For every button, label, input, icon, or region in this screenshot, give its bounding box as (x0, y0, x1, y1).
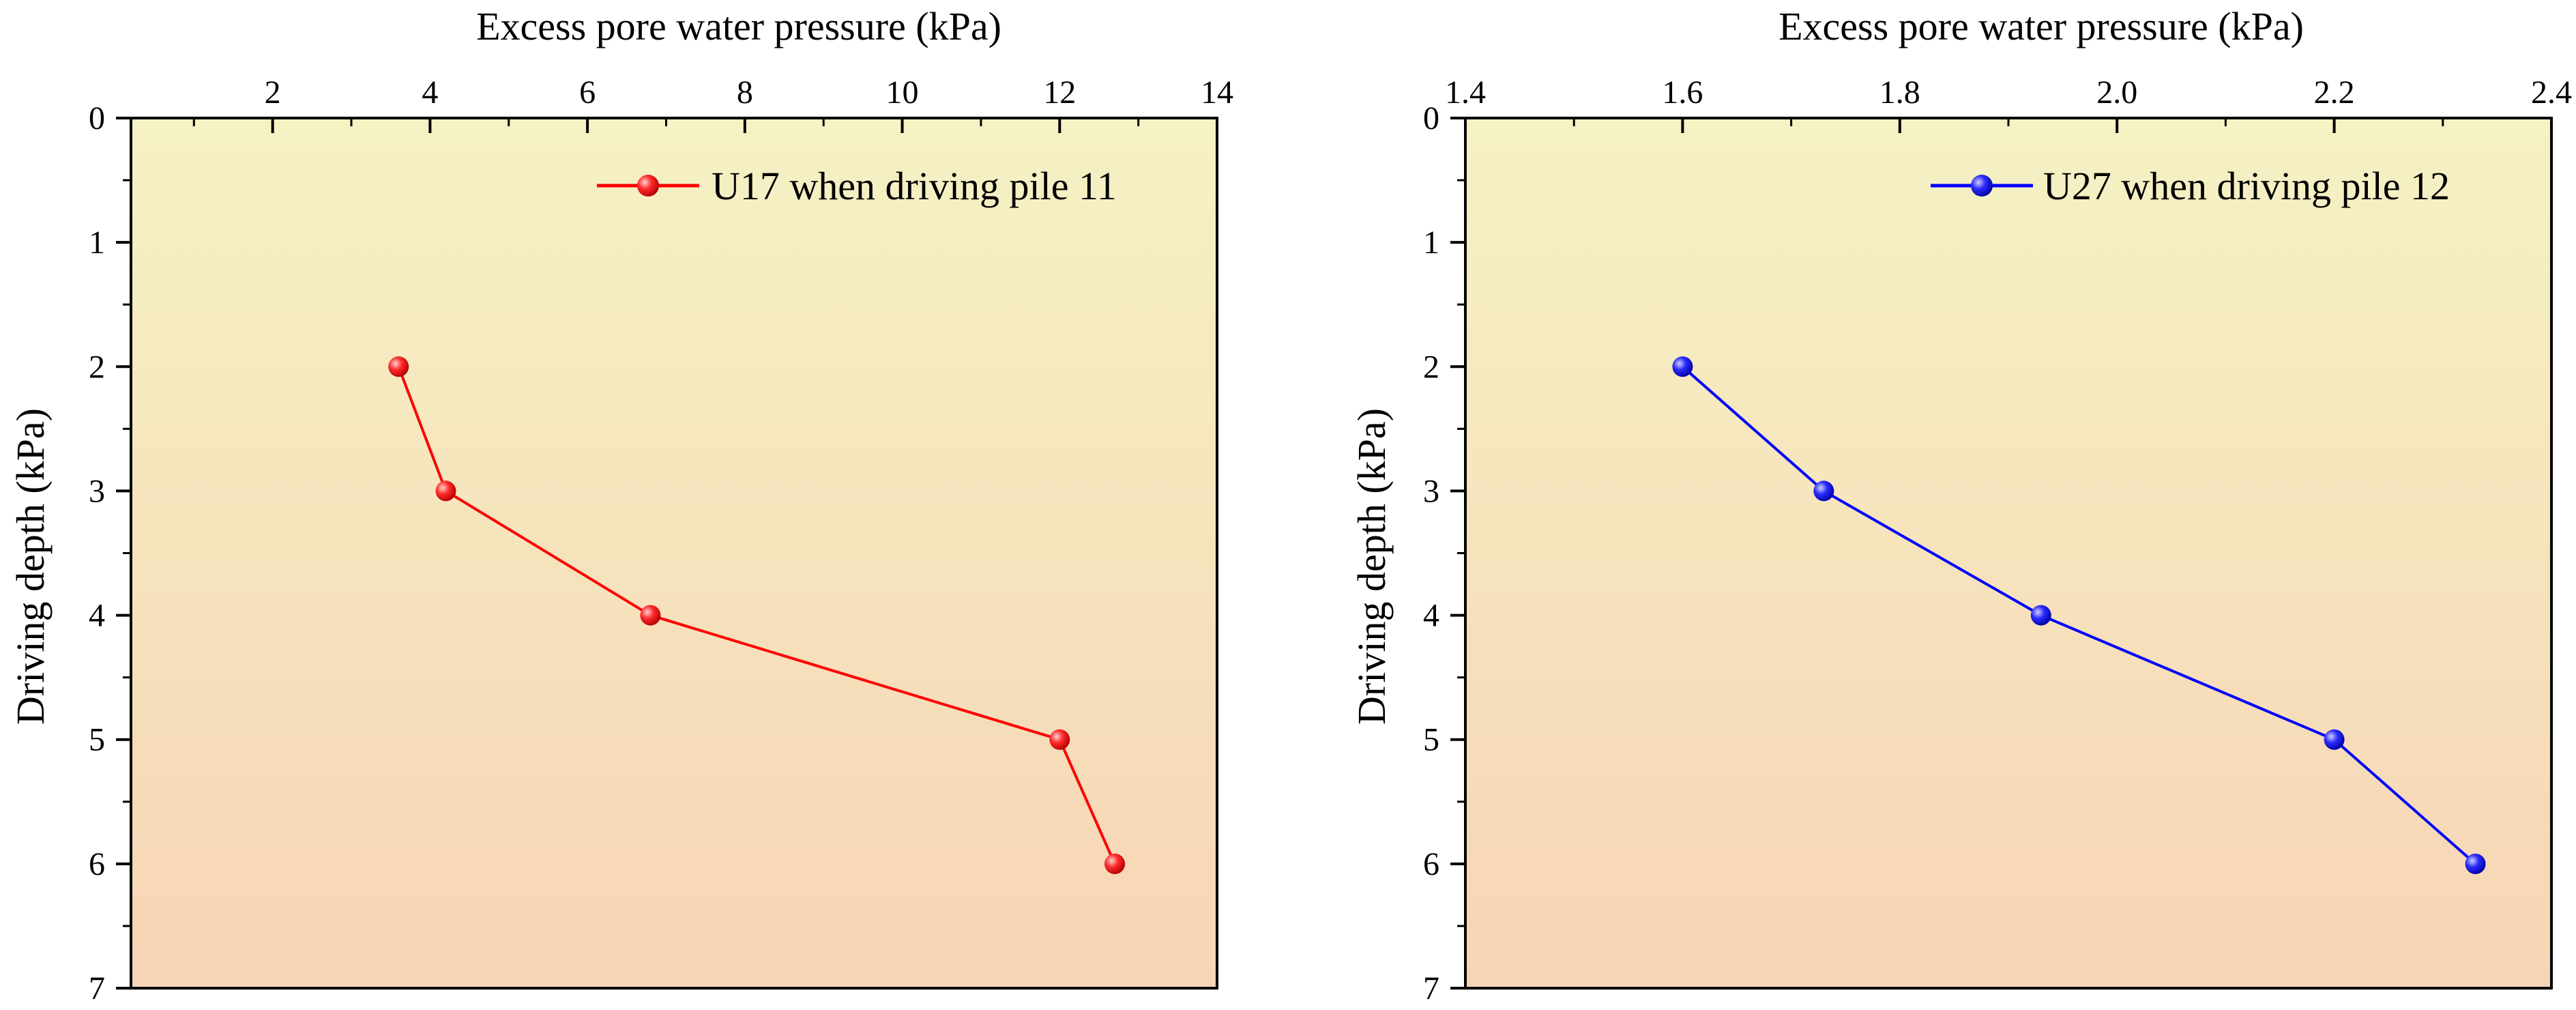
y-tick-label: 0 (1423, 100, 1439, 136)
y-tick-label: 1 (89, 225, 105, 261)
y-ticks-left: 0 1 2 3 4 5 6 7 (89, 100, 131, 1007)
x-tick-label: 8 (737, 74, 753, 111)
data-point (2465, 853, 2486, 874)
x-tick-label: 10 (886, 74, 919, 111)
legend-left: U17 when driving pile 11 (597, 164, 1117, 208)
x-tick-label: 4 (422, 74, 438, 111)
data-point (640, 605, 661, 626)
data-point (1104, 853, 1126, 874)
y-tick-label: 3 (89, 473, 105, 509)
legend-right: U27 when driving pile 12 (1931, 164, 2450, 208)
x-tick-label: 14 (1201, 74, 1233, 111)
plot-area-right (1465, 118, 2551, 988)
y-tick-label: 6 (1423, 846, 1439, 882)
y-tick-label: 6 (89, 846, 105, 882)
y-axis-title-right: Driving depth (kPa) (1349, 408, 1394, 725)
legend-label-right: U27 when driving pile 12 (2043, 164, 2450, 208)
y-tick-label: 5 (1423, 722, 1439, 758)
x-tick-label: 6 (579, 74, 596, 111)
y-tick-label: 0 (89, 100, 105, 136)
y-tick-label: 1 (1423, 225, 1439, 261)
y-tick-label: 5 (89, 722, 105, 758)
legend-label-left: U17 when driving pile 11 (712, 164, 1117, 208)
x-tick-label: 2.0 (2096, 74, 2137, 111)
y-tick-label: 7 (89, 970, 105, 1007)
data-point (2324, 729, 2345, 750)
data-point (435, 480, 456, 502)
data-point (1813, 480, 1834, 502)
y-tick-label: 4 (89, 598, 105, 634)
x-tick-label: 2.2 (2314, 74, 2355, 111)
series-left (388, 356, 1126, 874)
data-point (388, 356, 409, 377)
x-tick-label: 1.4 (1445, 74, 1486, 111)
x-ticks-left: 2 4 6 8 10 12 14 (192, 74, 1233, 133)
data-point (1049, 729, 1070, 750)
chart-right: 1.4 1.6 1.8 2.0 2.2 2.4 0 1 2 3 4 5 6 7 Excess pore … (1349, 4, 2572, 1007)
y-tick-label: 2 (1423, 349, 1439, 385)
x-tick-label: 2.4 (2531, 74, 2572, 111)
data-point (1672, 356, 1693, 377)
data-point (2030, 605, 2051, 626)
plot-frame-left (130, 117, 1218, 990)
legend-marker-right (1971, 175, 1993, 197)
x-axis-title-right: Excess pore water pressure (kPa) (1779, 4, 2304, 48)
y-ticks-right: 0 1 2 3 4 5 6 7 (1423, 100, 1465, 1007)
y-tick-label: 3 (1423, 473, 1439, 509)
plot-area-left (131, 118, 1217, 988)
legend-marker-left (637, 175, 659, 197)
x-tick-label: 12 (1043, 74, 1076, 111)
x-tick-label: 1.6 (1662, 74, 1703, 111)
series-right (1672, 356, 2486, 874)
y-tick-label: 4 (1423, 598, 1439, 634)
x-tick-label: 2 (265, 74, 281, 111)
plot-frame-right (1464, 117, 2553, 990)
x-ticks-right: 1.4 1.6 1.8 2.0 2.2 2.4 (1445, 74, 2572, 133)
y-tick-label: 2 (89, 349, 105, 385)
y-tick-label: 7 (1423, 970, 1439, 1007)
x-tick-label: 1.8 (1879, 74, 1920, 111)
x-axis-title-left: Excess pore water pressure (kPa) (476, 4, 1001, 48)
y-axis-title-left: Driving depth (kPa) (8, 408, 53, 725)
